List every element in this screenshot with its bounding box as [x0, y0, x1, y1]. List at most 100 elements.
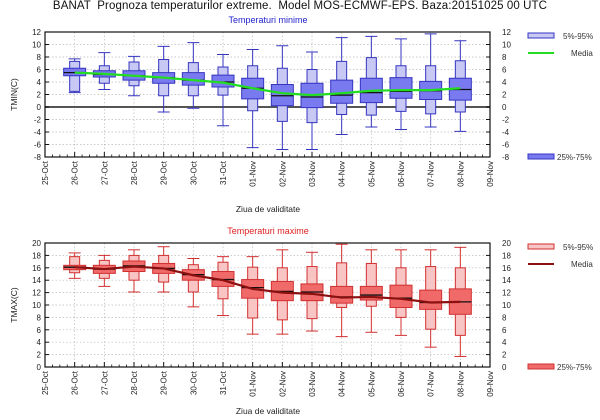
tmin-panel: Temperaturi minime -8 -8 -6 -6 -4 -4 -2 -2 0 0 2 2 4 4…: [9, 15, 593, 214]
y-tick-label-left: -4: [34, 128, 42, 137]
y-tick-label-right: 2: [502, 351, 507, 360]
x-tick-label: 27-Oct: [100, 160, 109, 185]
y-tick-label-left: 2: [37, 351, 42, 360]
y-tick-label-left: 2: [37, 91, 42, 100]
x-tick-label: 07-Nov: [427, 161, 436, 187]
x-tick-label: 08-Nov: [456, 161, 465, 187]
box-5-95: [69, 256, 81, 274]
x-axis-title: Ziua de validitate: [236, 204, 301, 214]
y-tick-label-right: -8: [502, 153, 510, 162]
x-tick-label: 06-Nov: [397, 371, 406, 397]
y-tick-label-left: -2: [34, 116, 42, 125]
x-tick-label: 25-Oct: [41, 370, 50, 395]
box-05-Nov: [359, 249, 383, 333]
box-26-Oct: [63, 252, 87, 279]
y-axis-title: TMAX(C): [9, 287, 19, 323]
box-30-Oct: [181, 258, 205, 308]
legend: 5%-95% Media 25%-75%: [527, 32, 593, 162]
x-tick-label: 01-Nov: [249, 161, 258, 187]
x-tick-label: 30-Oct: [189, 370, 198, 395]
y-tick-label-left: 16: [32, 264, 41, 273]
legend-swatch-5-95: [527, 243, 555, 250]
legend-label-media: Media: [571, 260, 593, 269]
y-tick-label-right: 0: [502, 363, 507, 372]
box-30-Oct: [181, 42, 205, 109]
y-tick-label-left: 12: [32, 289, 41, 298]
panel-title: Temperaturi maxime: [227, 226, 309, 236]
x-tick-label: 05-Nov: [367, 161, 376, 187]
panel-title: Temperaturi minime: [228, 15, 307, 25]
page-title: BANAT Prognoza temperaturilor extreme. M…: [52, 0, 548, 12]
y-tick-label-left: 0: [37, 363, 42, 372]
x-tick-label: 09-Nov: [486, 371, 495, 397]
box-07-Nov: [419, 33, 443, 128]
box-03-Nov: [300, 51, 324, 150]
y-tick-label-left: 20: [32, 239, 41, 248]
y-tick-label-right: 18: [502, 251, 511, 260]
y-tick-label-left: 6: [37, 66, 42, 75]
x-tick-label: 25-Oct: [41, 160, 50, 185]
x-tick-label: 04-Nov: [338, 371, 347, 397]
box-01-Nov: [241, 256, 265, 335]
y-tick-label-left: 4: [37, 78, 42, 87]
x-tick-label: 08-Nov: [456, 371, 465, 397]
y-tick-label-right: 0: [502, 103, 507, 112]
x-tick-label: 01-Nov: [249, 371, 258, 397]
legend: 5%-95% Media 25%-75%: [527, 243, 593, 372]
box-06-Nov: [389, 249, 413, 336]
y-tick-label-right: 2: [502, 91, 507, 100]
legend-label-25-75: 25%-75%: [557, 153, 592, 162]
y-tick-label-right: 10: [502, 301, 511, 310]
y-tick-label-right: 16: [502, 264, 511, 273]
box-5-95: [365, 262, 377, 307]
media-line: [74, 71, 461, 97]
y-tick-label-left: 12: [32, 28, 41, 37]
box-28-Oct: [122, 249, 146, 293]
x-tick-label: 31-Oct: [219, 160, 228, 185]
box-02-Nov: [270, 45, 294, 150]
y-tick-label-left: 10: [32, 301, 41, 310]
x-tick-label: 27-Oct: [100, 370, 109, 395]
y-tick-label-right: 12: [502, 28, 511, 37]
box-25-75: [389, 77, 413, 99]
y-tick-label-right: 8: [502, 313, 507, 322]
x-tick-label: 05-Nov: [367, 371, 376, 397]
legend-swatch-5-95: [527, 32, 555, 39]
y-tick-label-left: 8: [37, 313, 42, 322]
y-tick-label-left: 8: [37, 53, 42, 62]
box-04-Nov: [330, 243, 354, 338]
x-tick-label: 07-Nov: [427, 371, 436, 397]
box-27-Oct: [92, 254, 116, 287]
x-tick-label: 02-Nov: [278, 161, 287, 187]
x-tick-label: 02-Nov: [278, 371, 287, 397]
box-25-75: [419, 289, 443, 310]
box-25-75: [389, 284, 413, 308]
box-31-Oct: [211, 54, 235, 127]
box-08-Nov: [448, 246, 472, 357]
y-axis-title: TMIN(C): [9, 78, 19, 111]
x-tick-label: 03-Nov: [308, 161, 317, 187]
x-tick-label: 28-Oct: [130, 160, 139, 185]
y-tick-label-right: 8: [502, 53, 507, 62]
y-tick-label-right: 6: [502, 326, 507, 335]
y-tick-label-left: 6: [37, 326, 42, 335]
legend-label-5-95: 5%-95%: [563, 243, 593, 252]
box-05-Nov: [359, 35, 383, 128]
y-tick-label-left: 10: [32, 41, 41, 50]
legend-swatch-25-75: [527, 363, 555, 370]
box-04-Nov: [330, 37, 354, 135]
y-tick-label-right: 12: [502, 289, 511, 298]
box-5-95: [69, 60, 81, 92]
x-tick-label: 31-Oct: [219, 370, 228, 395]
box-01-Nov: [241, 49, 265, 149]
legend-label-25-75: 25%-75%: [557, 363, 592, 372]
x-axis-title: Ziua de validitate: [236, 406, 301, 416]
y-tick-label-left: 18: [32, 251, 41, 260]
box-03-Nov: [300, 251, 324, 332]
legend-label-media: Media: [571, 49, 593, 58]
y-tick-label-right: 4: [502, 338, 507, 347]
x-tick-label: 28-Oct: [130, 370, 139, 395]
y-tick-label-right: 6: [502, 66, 507, 75]
box-31-Oct: [211, 256, 235, 317]
x-tick-label: 04-Nov: [338, 161, 347, 187]
